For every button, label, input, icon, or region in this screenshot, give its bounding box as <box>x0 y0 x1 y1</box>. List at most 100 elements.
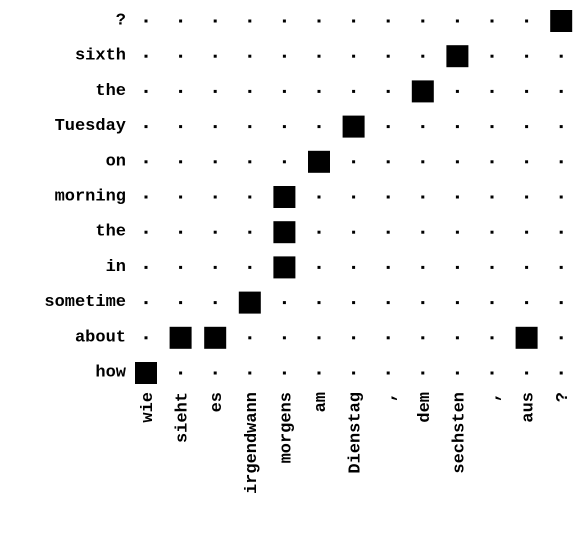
grid-dot <box>490 160 494 164</box>
grid-dot <box>559 301 563 305</box>
column-label: aus <box>520 392 539 423</box>
grid-dot <box>144 265 148 269</box>
grid-dot <box>525 371 529 375</box>
grid-dot <box>317 336 321 340</box>
grid-dot <box>248 160 252 164</box>
grid-dot <box>282 371 286 375</box>
grid-dot <box>525 265 529 269</box>
grid-dot <box>352 371 356 375</box>
grid-dot <box>144 160 148 164</box>
grid-dot <box>144 230 148 234</box>
grid-dot <box>455 230 459 234</box>
grid-dot <box>490 265 494 269</box>
alignment-cell <box>411 80 434 103</box>
alignment-cell <box>273 186 296 208</box>
grid-dot <box>213 19 217 23</box>
grid-dot <box>490 54 494 58</box>
grid-dot <box>352 89 356 93</box>
alignment-cell <box>273 256 296 279</box>
grid-dot <box>490 125 494 129</box>
grid-dot <box>248 371 252 375</box>
grid-dot <box>317 301 321 305</box>
grid-dot <box>213 301 217 305</box>
grid-dot <box>386 89 390 93</box>
grid-dot <box>421 54 425 58</box>
grid-dot <box>559 54 563 58</box>
grid-dot <box>179 125 183 129</box>
grid-dot <box>248 230 252 234</box>
grid-dot <box>248 336 252 340</box>
grid-dot <box>282 160 286 164</box>
grid-dot <box>386 371 390 375</box>
grid-dot <box>490 230 494 234</box>
grid-dot <box>317 371 321 375</box>
column-label: dem <box>416 392 435 423</box>
grid-dot <box>248 265 252 269</box>
grid-dot <box>144 336 148 340</box>
grid-dot <box>213 195 217 199</box>
grid-dot <box>179 230 183 234</box>
grid-dot <box>559 265 563 269</box>
grid-dot <box>525 89 529 93</box>
grid-dot <box>525 301 529 305</box>
grid-dot <box>490 371 494 375</box>
grid-dot <box>282 301 286 305</box>
grid-dot <box>144 19 148 23</box>
row-label: in <box>106 258 126 277</box>
grid-dot <box>455 125 459 129</box>
grid-dot <box>317 89 321 93</box>
alignment-cell <box>135 362 157 384</box>
column-label: , <box>381 392 400 402</box>
column-label: morgens <box>277 392 296 463</box>
grid-dot <box>490 89 494 93</box>
grid-dot <box>559 336 563 340</box>
column-label: ? <box>554 392 573 402</box>
grid-dot <box>559 230 563 234</box>
grid-dot <box>144 301 148 305</box>
grid-dot <box>559 125 563 129</box>
grid-dots <box>144 19 563 375</box>
grid-dot <box>282 89 286 93</box>
grid-dot <box>179 89 183 93</box>
grid-dot <box>386 160 390 164</box>
grid-dot <box>352 230 356 234</box>
alignment-cell <box>273 221 296 244</box>
grid-dot <box>179 265 183 269</box>
alignment-cell <box>238 291 261 314</box>
grid-dot <box>213 265 217 269</box>
row-label: morning <box>55 188 126 207</box>
grid-dot <box>213 160 217 164</box>
grid-dot <box>455 19 459 23</box>
row-label: about <box>75 328 126 347</box>
grid-dot <box>317 195 321 199</box>
grid-dot <box>455 265 459 269</box>
grid-dot <box>213 230 217 234</box>
column-label: Dienstag <box>347 392 366 474</box>
alignment-cell <box>550 10 573 32</box>
grid-dot <box>386 195 390 199</box>
column-label: wie <box>139 392 158 423</box>
grid-dot <box>421 125 425 129</box>
column-labels: wie sieht es irgendwann morgens am Dienstag, de… <box>139 392 573 494</box>
grid-dot <box>455 89 459 93</box>
grid-dot <box>179 160 183 164</box>
alignment-cell <box>169 326 192 349</box>
grid-dot <box>317 265 321 269</box>
grid-dot <box>421 160 425 164</box>
grid-dot <box>213 371 217 375</box>
row-label: the <box>95 223 126 242</box>
column-label: , <box>485 392 504 402</box>
grid-dot <box>421 195 425 199</box>
alignment-cells <box>135 10 573 384</box>
grid-dot <box>421 265 425 269</box>
grid-dot <box>248 195 252 199</box>
alignment-cell <box>308 150 330 173</box>
grid-dot <box>317 54 321 58</box>
grid-dot <box>248 54 252 58</box>
grid-dot <box>282 54 286 58</box>
grid-dot <box>144 54 148 58</box>
grid-dot <box>213 89 217 93</box>
grid-dot <box>248 125 252 129</box>
grid-dot <box>248 89 252 93</box>
column-label: sieht <box>174 392 193 443</box>
